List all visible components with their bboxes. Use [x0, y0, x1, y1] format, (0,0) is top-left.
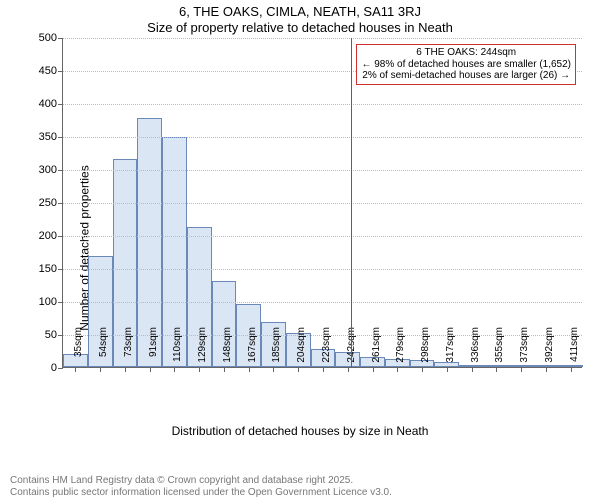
xtick-label: 392sqm: [544, 327, 555, 369]
xtick-mark: [571, 367, 572, 372]
gridline: [63, 236, 582, 237]
reference-line: [351, 38, 352, 367]
ytick-label: 350: [39, 131, 63, 143]
xtick-mark: [199, 367, 200, 372]
xtick-mark: [150, 367, 151, 372]
gridline: [63, 137, 582, 138]
gridline: [63, 269, 582, 270]
xtick-label: 110sqm: [172, 327, 183, 369]
xtick-mark: [373, 367, 374, 372]
xtick-mark: [546, 367, 547, 372]
xtick-label: 73sqm: [123, 327, 134, 369]
xtick-mark: [249, 367, 250, 372]
ytick-label: 150: [39, 263, 63, 275]
ytick-label: 400: [39, 98, 63, 110]
footer-line-1: Contains HM Land Registry data © Crown c…: [10, 475, 392, 487]
title-line-2: Size of property relative to detached ho…: [0, 20, 600, 36]
gridline: [63, 104, 582, 105]
xtick-mark: [348, 367, 349, 372]
xtick-mark: [521, 367, 522, 372]
plot-area: 05010015020025030035040045050035sqm54sqm…: [62, 38, 582, 368]
ytick-label: 100: [39, 296, 63, 308]
xtick-label: 148sqm: [222, 327, 233, 369]
xtick-label: 91sqm: [148, 327, 159, 369]
chart-container: Number of detached properties 0501001502…: [0, 38, 600, 458]
x-axis-label: Distribution of detached houses by size …: [0, 424, 600, 438]
xtick-label: 185sqm: [271, 327, 282, 369]
xtick-label: 336sqm: [470, 327, 481, 369]
xtick-mark: [224, 367, 225, 372]
xtick-label: 298sqm: [420, 327, 431, 369]
gridline: [63, 170, 582, 171]
annot-line-2: ← 98% of detached houses are smaller (1,…: [361, 59, 571, 71]
xtick-mark: [422, 367, 423, 372]
ytick-label: 500: [39, 32, 63, 44]
chart-title: 6, THE OAKS, CIMLA, NEATH, SA11 3RJ Size…: [0, 0, 600, 37]
xtick-label: 204sqm: [296, 327, 307, 369]
xtick-mark: [447, 367, 448, 372]
gridline: [63, 203, 582, 204]
xtick-mark: [174, 367, 175, 372]
annotation-box: 6 THE OAKS: 244sqm← 98% of detached hous…: [356, 44, 576, 85]
xtick-mark: [125, 367, 126, 372]
xtick-mark: [397, 367, 398, 372]
xtick-label: 261sqm: [371, 327, 382, 369]
xtick-label: 373sqm: [519, 327, 530, 369]
xtick-mark: [323, 367, 324, 372]
footer-line-2: Contains public sector information licen…: [10, 487, 392, 499]
xtick-label: 129sqm: [197, 327, 208, 369]
xtick-label: 167sqm: [247, 327, 258, 369]
xtick-mark: [472, 367, 473, 372]
xtick-label: 54sqm: [98, 327, 109, 369]
xtick-mark: [273, 367, 274, 372]
ytick-label: 300: [39, 164, 63, 176]
xtick-mark: [100, 367, 101, 372]
xtick-label: 355sqm: [494, 327, 505, 369]
annot-line-3: 2% of semi-detached houses are larger (2…: [361, 70, 571, 82]
xtick-mark: [496, 367, 497, 372]
xtick-label: 317sqm: [445, 327, 456, 369]
title-line-1: 6, THE OAKS, CIMLA, NEATH, SA11 3RJ: [0, 4, 600, 20]
xtick-mark: [298, 367, 299, 372]
xtick-mark: [75, 367, 76, 372]
footer-attribution: Contains HM Land Registry data © Crown c…: [10, 475, 392, 498]
xtick-label: 223sqm: [321, 327, 332, 369]
annot-line-1: 6 THE OAKS: 244sqm: [361, 47, 571, 59]
gridline: [63, 302, 582, 303]
ytick-label: 450: [39, 65, 63, 77]
ytick-label: 200: [39, 230, 63, 242]
xtick-label: 35sqm: [73, 327, 84, 369]
ytick-label: 0: [51, 362, 63, 374]
xtick-label: 279sqm: [395, 327, 406, 369]
xtick-label: 411sqm: [569, 327, 580, 369]
gridline: [63, 38, 582, 39]
ytick-label: 50: [45, 329, 63, 341]
ytick-label: 250: [39, 197, 63, 209]
